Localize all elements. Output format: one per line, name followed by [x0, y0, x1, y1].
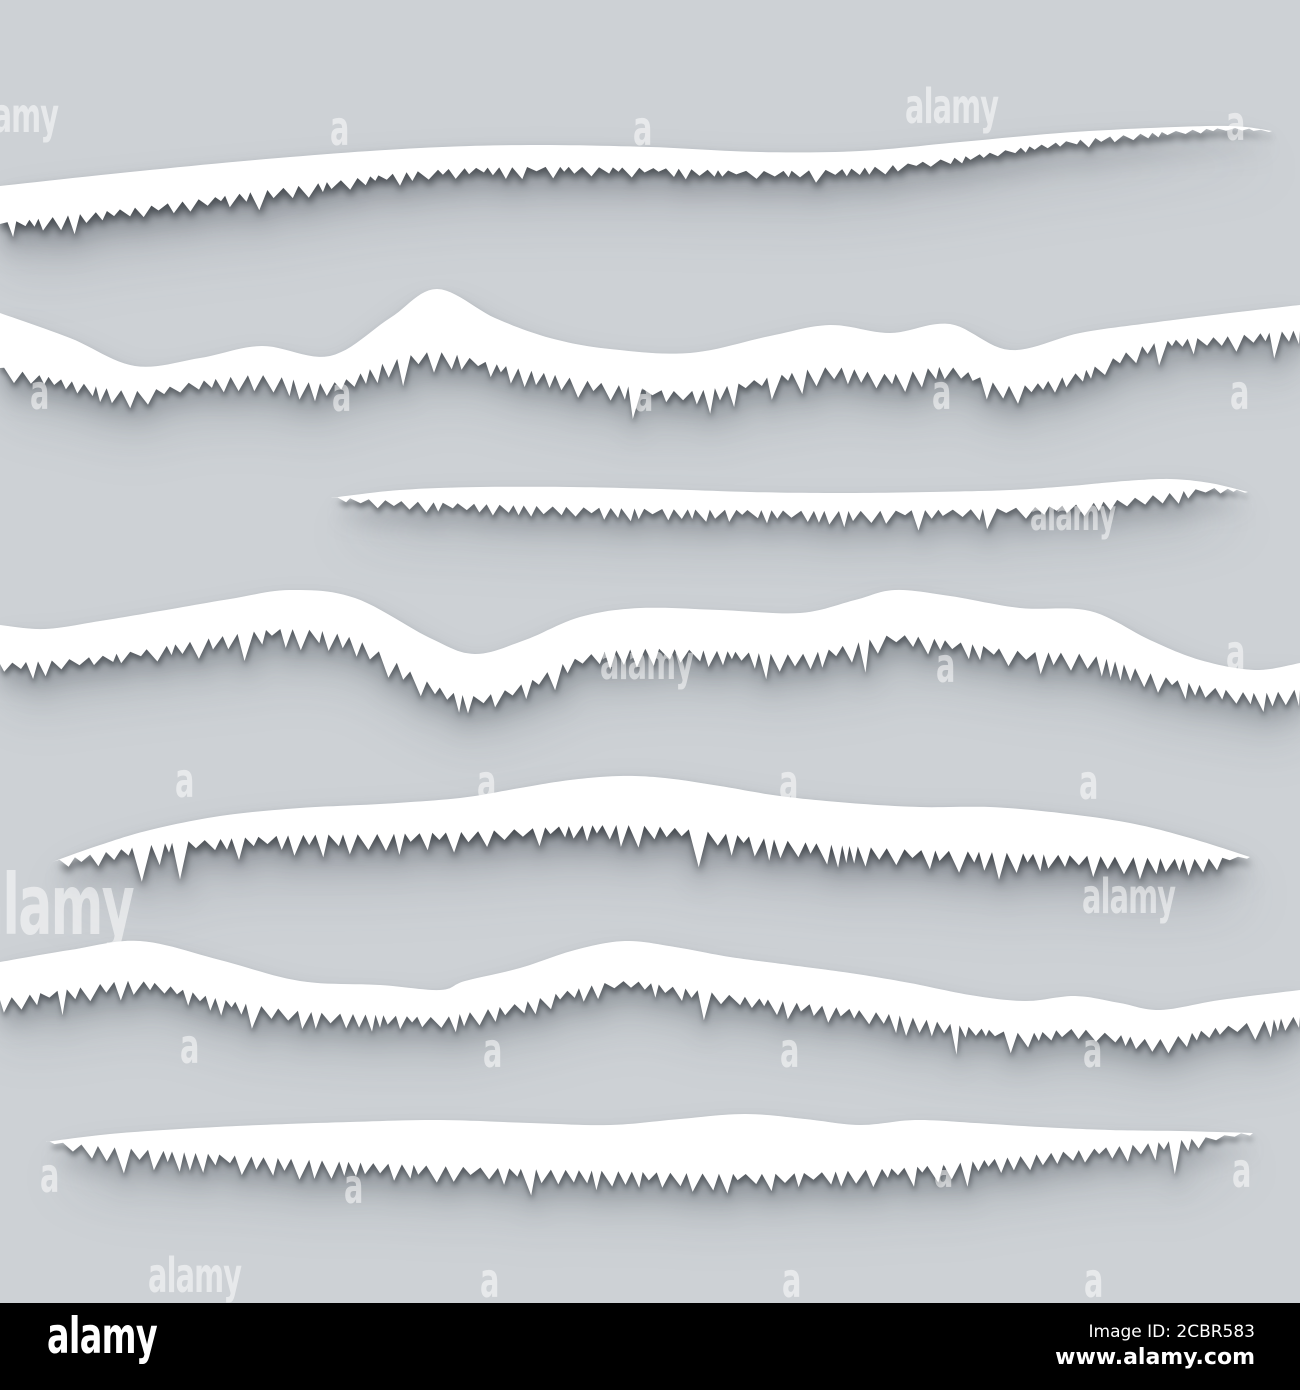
alamy-watermark-letter: a: [344, 1159, 363, 1215]
alamy-watermark-letter: a: [1232, 1143, 1251, 1199]
alamy-watermark-letter: a: [1083, 1023, 1102, 1079]
torn-paper-strip-6: [0, 940, 1300, 1055]
alamy-watermark-letter: a: [1084, 1253, 1103, 1309]
torn-paper-strip-1: [0, 125, 1272, 237]
alamy-watermark-word: alamy: [148, 1248, 242, 1304]
alamy-watermark-letter: a: [934, 1143, 953, 1199]
alamy-watermark-letter: a: [40, 1148, 59, 1204]
alamy-watermark-letter: a: [936, 638, 955, 694]
torn-paper-strip-3: [330, 478, 1248, 531]
alamy-watermark-letter: a: [477, 755, 496, 811]
alamy-watermark-letter: a: [1079, 755, 1098, 811]
alamy-watermark-word: alamy: [600, 635, 694, 691]
alamy-watermark-letter: a: [180, 1019, 199, 1075]
alamy-watermark-letter: a: [633, 101, 652, 157]
alamy-watermark-letter: a: [780, 1023, 799, 1079]
alamy-watermark-letter: a: [779, 755, 798, 811]
alamy-watermark-letter: a: [1226, 625, 1245, 681]
alamy-logo: alamy: [47, 1307, 158, 1365]
alamy-watermark-letter: a: [175, 753, 194, 809]
alamy-watermark-letter: a: [1226, 96, 1245, 152]
alamy-watermark-letter: a: [634, 367, 653, 423]
footer-bar: alamy Image ID: 2CBR583 www.alamy.com: [0, 1303, 1300, 1390]
alamy-watermark-word: alamy: [0, 88, 59, 144]
alamy-watermark-letter: a: [330, 101, 349, 157]
alamy-watermark-letter: a: [782, 1253, 801, 1309]
alamy-watermark-letter: a: [30, 365, 49, 421]
torn-paper-strip-4: [0, 589, 1300, 714]
image-id-label: Image ID: 2CBR583: [1088, 1322, 1256, 1342]
torn-paper-strip-7: [45, 1114, 1253, 1196]
alamy-watermark-letter: a: [932, 365, 951, 421]
alamy-watermark-letter: a: [480, 1253, 499, 1309]
alamy-watermark-word: alamy: [905, 79, 999, 135]
alamy-watermark-word: alamy: [1030, 490, 1116, 541]
alamy-watermark-letter: a: [1230, 365, 1249, 421]
alamy-watermark-letter: a: [332, 367, 351, 423]
torn-paper-strip-5: [52, 775, 1250, 882]
alamy-watermark-letter: a: [483, 1023, 502, 1079]
torn-paper-strip-2: [0, 289, 1300, 419]
alamy-watermark-word: alamy: [0, 856, 135, 954]
alamy-watermark-word: alamy: [1082, 869, 1176, 925]
alamy-url: www.alamy.com: [1055, 1345, 1255, 1370]
